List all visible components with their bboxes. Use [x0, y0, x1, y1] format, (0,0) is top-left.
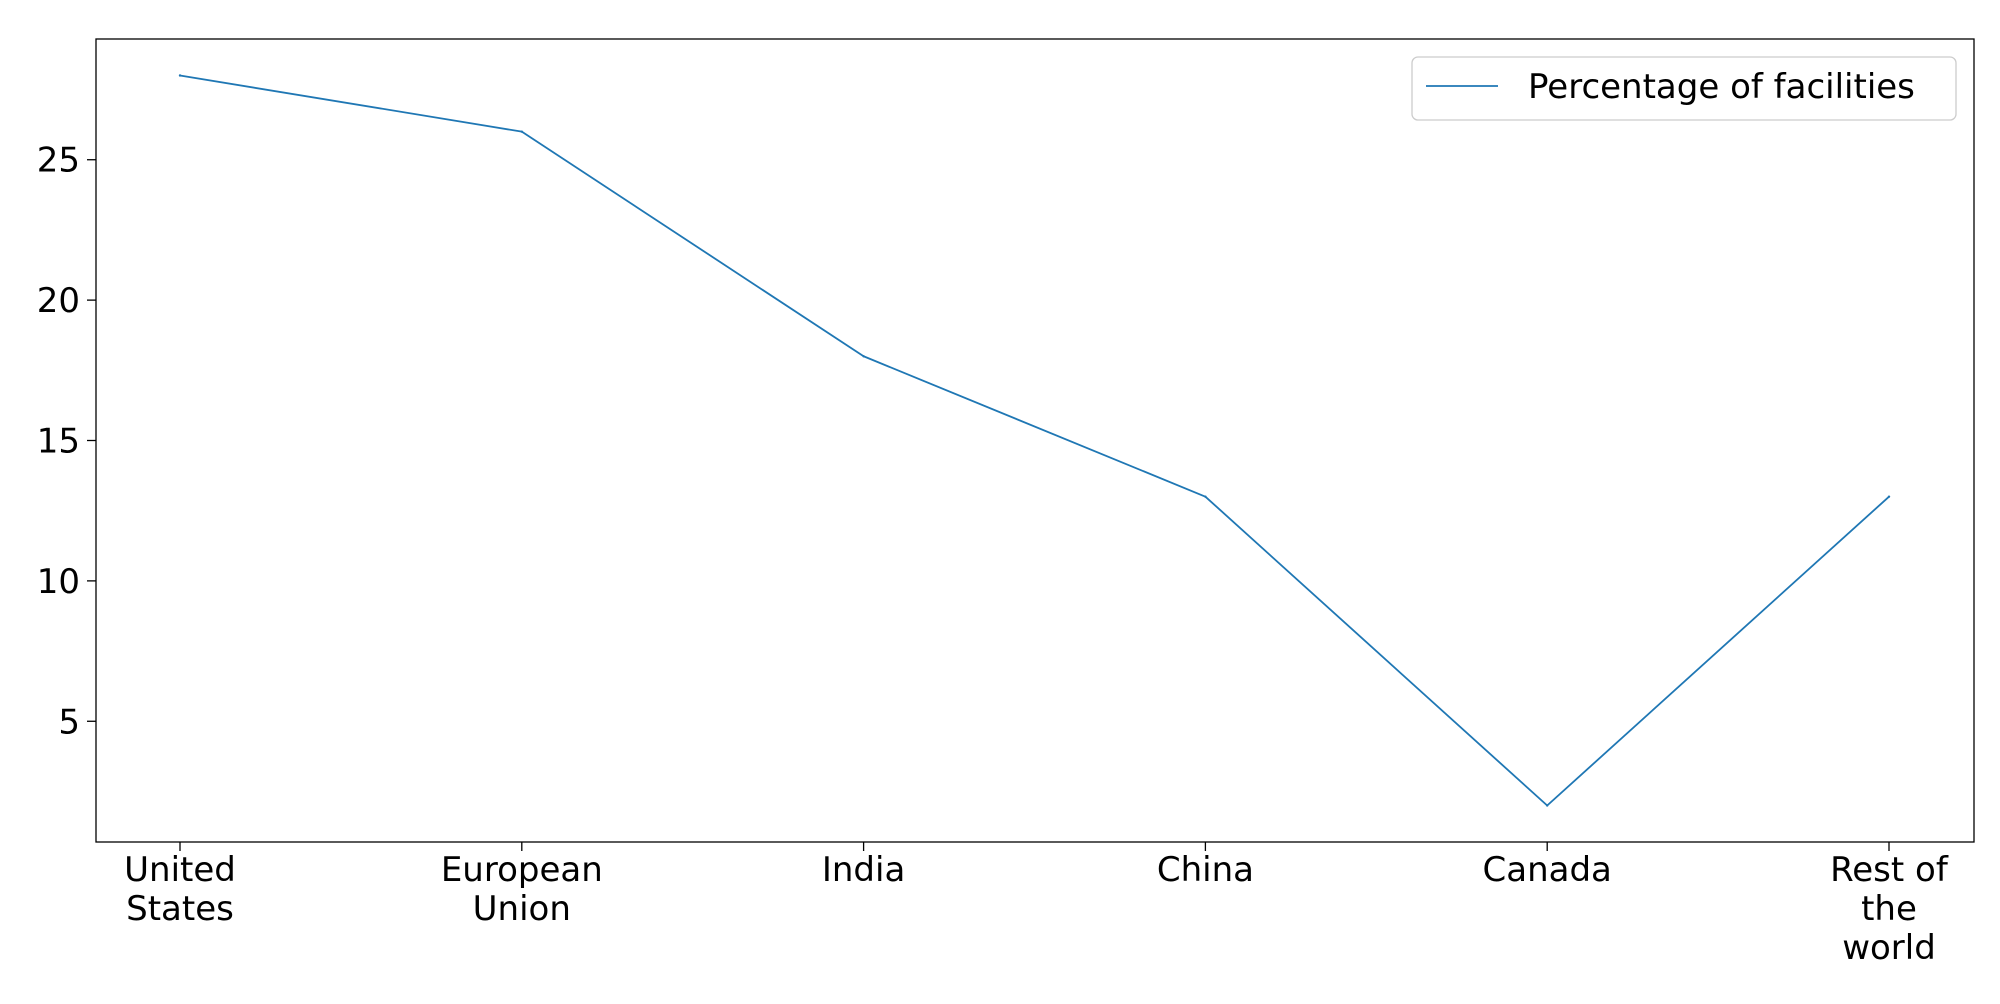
x-tick-label: India	[822, 850, 905, 890]
y-tick-label: 25	[37, 141, 80, 181]
y-tick-label: 15	[37, 422, 80, 462]
y-tick-label: 5	[58, 702, 80, 742]
x-tick-label-line: Rest of	[1830, 850, 1949, 890]
series-layer	[178, 74, 1891, 807]
x-tick-label: Canada	[1483, 850, 1612, 890]
series-line	[179, 74, 1890, 807]
x-tick-label: European Union	[441, 850, 603, 929]
x-tick-label: United States	[124, 850, 236, 929]
x-tick-label-line: the	[1861, 889, 1917, 929]
x-tick-label-line: United	[124, 850, 236, 890]
data-point	[1887, 495, 1891, 498]
legend-box	[1411, 56, 1957, 121]
x-tick-label-line: States	[126, 889, 234, 929]
x-tick-label-line: China	[1157, 850, 1254, 890]
legend-label: Percentage of facilities	[1528, 67, 1915, 107]
x-tick-label-line: India	[822, 850, 905, 890]
data-point	[1546, 804, 1549, 807]
x-tick-label-line: European	[441, 850, 603, 890]
x-axis: United States European Union India China Canad…	[124, 842, 1949, 968]
x-tick-label: China	[1157, 850, 1254, 890]
y-tick-label: 20	[37, 281, 80, 321]
data-point	[178, 74, 182, 77]
x-tick-label-line: world	[1842, 928, 1936, 968]
data-point	[520, 130, 523, 133]
plot-area	[95, 38, 1975, 843]
x-tick-label-line: Canada	[1483, 850, 1612, 890]
y-axis: 5 10 15 20 25	[37, 141, 96, 742]
x-tick-label: Rest of the world	[1830, 850, 1949, 968]
x-tick-label-line: Union	[473, 889, 571, 929]
data-point	[1204, 495, 1207, 498]
y-tick-label: 10	[37, 562, 80, 602]
legend: Percentage of facilities	[1411, 56, 1957, 121]
data-point	[862, 355, 865, 358]
